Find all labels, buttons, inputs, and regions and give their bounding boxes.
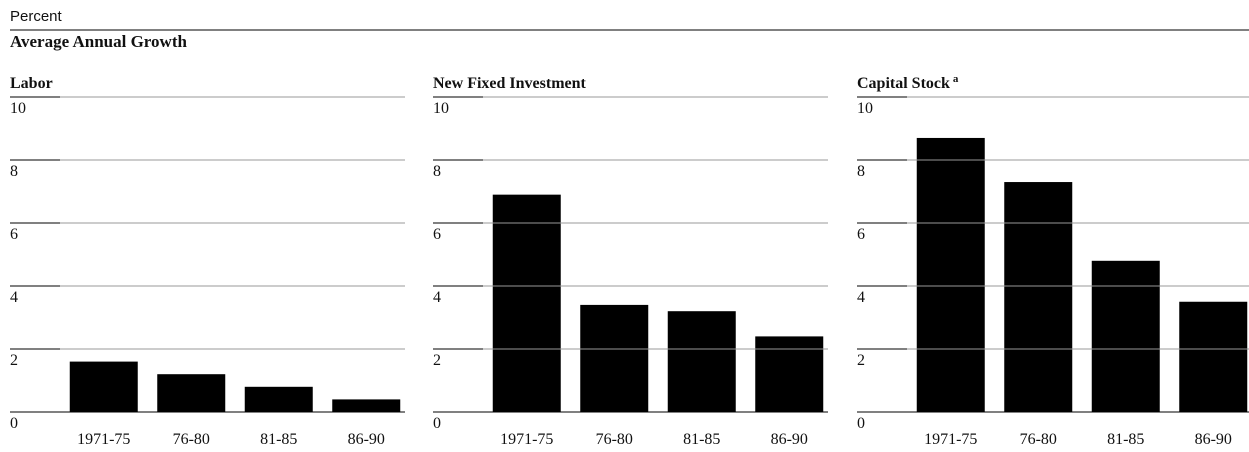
bar bbox=[667, 311, 736, 412]
x-tick-label: 76-80 bbox=[596, 431, 633, 448]
x-tick-label: 86-90 bbox=[1195, 431, 1232, 448]
y-tick-label: 8 bbox=[857, 163, 865, 180]
title-note: a bbox=[953, 73, 959, 85]
bar bbox=[69, 361, 138, 412]
bar bbox=[916, 137, 985, 412]
y-tick-label: 10 bbox=[10, 100, 26, 117]
bar bbox=[332, 399, 401, 412]
x-tick-label: 1971-75 bbox=[77, 431, 130, 448]
y-tick-label: 10 bbox=[433, 100, 449, 117]
bar bbox=[1091, 260, 1160, 412]
y-tick-label: 6 bbox=[10, 226, 18, 243]
bar bbox=[755, 336, 824, 412]
x-tick-label: 81-85 bbox=[683, 431, 720, 448]
bar bbox=[1004, 182, 1073, 412]
panel-title: Capital Stock a bbox=[857, 73, 959, 92]
y-tick-label: 2 bbox=[10, 352, 18, 369]
bar bbox=[157, 374, 226, 412]
y-tick-label: 6 bbox=[857, 226, 865, 243]
x-tick-label: 81-85 bbox=[260, 431, 297, 448]
unit-label: Percent bbox=[10, 8, 63, 25]
x-tick-label: 1971-75 bbox=[924, 431, 977, 448]
y-tick-label: 4 bbox=[433, 289, 441, 306]
y-tick-label: 0 bbox=[433, 415, 441, 432]
figure-title: Average Annual Growth bbox=[10, 32, 187, 51]
y-tick-label: 4 bbox=[857, 289, 865, 306]
y-tick-label: 8 bbox=[10, 163, 18, 180]
y-tick-label: 0 bbox=[10, 415, 18, 432]
y-tick-label: 10 bbox=[857, 100, 873, 117]
panel-title: Labor bbox=[10, 75, 53, 92]
y-tick-label: 2 bbox=[857, 352, 865, 369]
x-tick-label: 81-85 bbox=[1107, 431, 1144, 448]
y-tick-label: 0 bbox=[857, 415, 865, 432]
x-tick-label: 76-80 bbox=[173, 431, 210, 448]
bar bbox=[580, 304, 649, 412]
bar bbox=[1179, 301, 1248, 412]
y-tick-label: 4 bbox=[10, 289, 18, 306]
bar bbox=[244, 386, 313, 412]
bar bbox=[492, 194, 561, 412]
x-tick-label: 86-90 bbox=[348, 431, 385, 448]
x-tick-label: 86-90 bbox=[771, 431, 808, 448]
x-tick-label: 76-80 bbox=[1020, 431, 1057, 448]
y-tick-label: 2 bbox=[433, 352, 441, 369]
panel-title: New Fixed Investment bbox=[433, 75, 587, 92]
y-tick-label: 8 bbox=[433, 163, 441, 180]
x-tick-label: 1971-75 bbox=[500, 431, 553, 448]
y-tick-label: 6 bbox=[433, 226, 441, 243]
